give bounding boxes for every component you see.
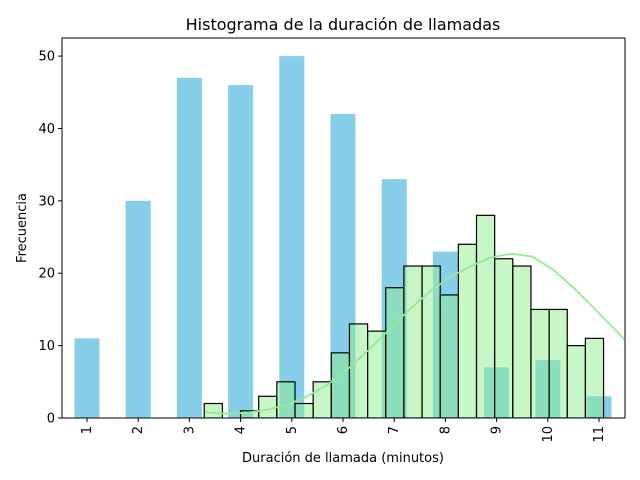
x-tick-label: 9 [490, 426, 505, 434]
kde-curve [204, 252, 625, 415]
x-tick-label: 1 [80, 426, 95, 434]
x-axis-title: Duración de llamada (minutos) [242, 451, 444, 466]
x-tick-label: 6 [336, 426, 351, 434]
histogram-bin [421, 265, 441, 418]
x-tick-label: 5 [285, 426, 300, 434]
histogram-bin [367, 330, 387, 418]
chart-title: Histograma de la duración de llamadas [186, 15, 501, 34]
count-bar [125, 200, 151, 418]
y-tick-label: 50 [38, 50, 55, 65]
x-axis: 1 2 3 4 5 6 7 8 9 10 11 [80, 418, 607, 443]
count-bar [228, 85, 254, 418]
count-bar [74, 338, 100, 418]
y-tick-label: 40 [38, 122, 55, 137]
histogram-bin [330, 352, 351, 418]
histogram-bin [403, 265, 423, 418]
y-tick-label: 30 [38, 194, 55, 209]
histogram-bin [475, 214, 496, 418]
plot-area [74, 56, 625, 418]
x-tick-label: 4 [234, 426, 249, 434]
histogram-bin [203, 402, 223, 418]
plot-content [74, 56, 625, 418]
x-tick-label: 10 [541, 426, 556, 443]
count-bar [279, 56, 305, 418]
histogram-bin [548, 308, 568, 418]
y-tick-label: 0 [47, 412, 55, 427]
x-tick-label: 7 [387, 426, 402, 434]
histogram-bin [530, 308, 550, 418]
histogram-bin [584, 337, 605, 418]
histogram-bin [512, 265, 532, 418]
histogram-bin [494, 258, 514, 418]
x-tick-label: 8 [438, 426, 453, 434]
histogram-bin [276, 381, 296, 418]
y-tick-label: 20 [38, 267, 55, 282]
histogram-bin [385, 287, 405, 418]
y-axis-title: Frecuencia [15, 193, 30, 263]
x-tick-label: 2 [131, 426, 146, 434]
histogram-bin [348, 323, 369, 418]
x-tick-label: 3 [182, 426, 197, 434]
y-axis: 0 10 20 30 40 50 [38, 50, 62, 427]
histogram-bin [294, 402, 314, 418]
histogram-bin [439, 294, 459, 418]
histogram-bin [566, 345, 587, 418]
count-bar [176, 77, 202, 418]
x-tick-label: 11 [592, 426, 607, 443]
y-tick-label: 10 [38, 339, 55, 354]
